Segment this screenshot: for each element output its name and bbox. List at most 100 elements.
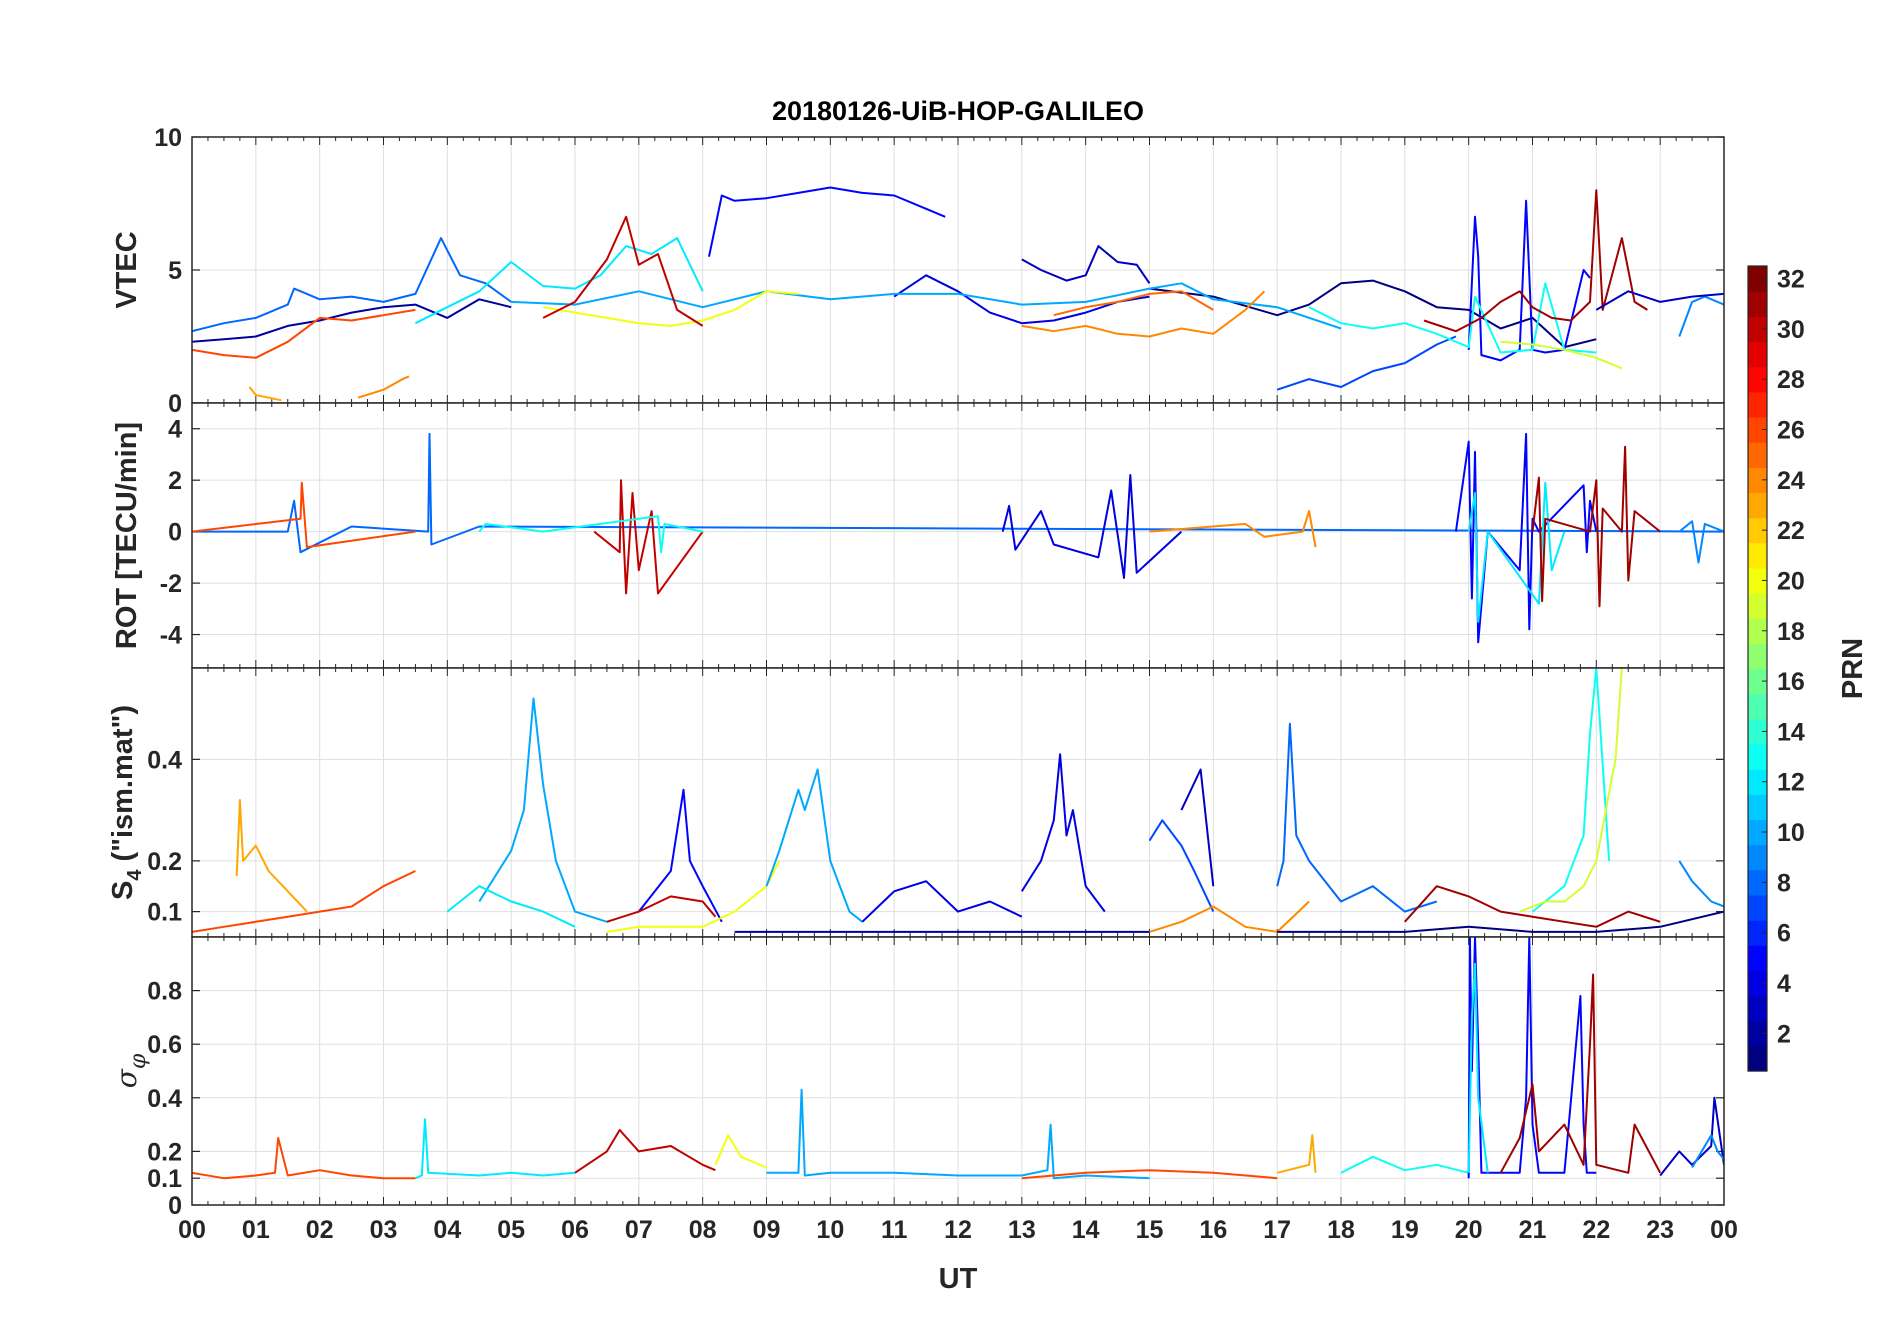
series-group — [192, 937, 1724, 1180]
panel-vtec: 0 5 10 VTEC — [111, 124, 1725, 418]
colorbar-tick-label: 16 — [1777, 668, 1805, 696]
series-line-prn-19 — [1500, 340, 1623, 370]
x-axis-label: UT — [939, 1263, 978, 1295]
panel-rot: -4 -2 0 2 4 ROT [TECU/min] — [111, 402, 1725, 669]
y-tick-label: 0 — [168, 390, 182, 418]
series-line-prn-24 — [1149, 900, 1310, 933]
series-line-prn-10 — [478, 697, 608, 923]
series-line-prn-20 — [542, 290, 799, 327]
series-line-prn-7 — [1148, 819, 1215, 913]
series-line-prn-19 — [1519, 668, 1623, 913]
y-axis-label: σφ — [110, 1053, 151, 1088]
colorbar-swatch — [1748, 266, 1767, 292]
colorbar-tick-label: 22 — [1777, 517, 1805, 545]
series-line-prn-26 — [1021, 1169, 1278, 1180]
x-tick-label: 07 — [625, 1216, 653, 1244]
y-tick-label: 0.6 — [147, 1031, 182, 1059]
x-tick-label: 03 — [370, 1216, 398, 1244]
series-line-prn-9 — [1678, 295, 1724, 337]
colorbar-swatch — [1748, 769, 1767, 795]
y-tick-label: 0.4 — [147, 1085, 182, 1113]
series-line-prn-23 — [248, 386, 282, 402]
series-line-prn-5 — [708, 186, 946, 257]
y-tick-label: 4 — [168, 416, 182, 444]
series-line-prn-2 — [192, 298, 512, 343]
x-tick-label: 22 — [1582, 1216, 1610, 1244]
colorbar-swatch — [1748, 869, 1767, 896]
series-line-prn-3 — [1595, 290, 1724, 311]
x-tick-label: 06 — [561, 1216, 589, 1244]
colorbar-swatch — [1748, 341, 1767, 368]
colorbar-tick-label: 28 — [1777, 366, 1805, 394]
colorbar-tick-label: 26 — [1777, 417, 1805, 445]
series-line-prn-4 — [861, 880, 1023, 923]
colorbar-swatch — [1748, 316, 1767, 343]
x-tick-label: 09 — [753, 1216, 781, 1244]
colorbar-swatch — [1748, 1020, 1767, 1047]
series-line-prn-24 — [1149, 510, 1317, 548]
x-tick-label: 16 — [1199, 1216, 1227, 1244]
y-tick-label: 5 — [168, 257, 182, 285]
y-tick-label: -2 — [160, 570, 182, 598]
series-line-prn-10 — [766, 1088, 1150, 1180]
colorbar-swatch — [1748, 542, 1767, 569]
colorbar-swatch — [1748, 366, 1767, 393]
series-line-prn-13 — [478, 515, 703, 554]
x-tick-label: 05 — [497, 1216, 525, 1244]
colorbar-swatch — [1748, 743, 1767, 770]
series-line-prn-4 — [1001, 474, 1183, 579]
x-tick-label: 00 — [178, 1216, 206, 1244]
colorbar-swatch — [1748, 970, 1767, 997]
colorbar-tick-label: 4 — [1777, 970, 1791, 998]
series-line-prn-31 — [1404, 885, 1661, 928]
series-line-prn-25 — [1053, 290, 1214, 317]
y-axis-label: VTEC — [111, 231, 143, 308]
colorbar-swatch — [1748, 442, 1767, 468]
y-tick-label: 0.4 — [147, 746, 182, 774]
x-tick-label: 12 — [944, 1216, 972, 1244]
series-line-prn-5 — [1467, 199, 1591, 362]
series-line-prn-9 — [1678, 860, 1724, 908]
colorbar-tick-label: 12 — [1777, 769, 1805, 797]
x-tick-label: 00 — [1710, 1216, 1738, 1244]
colorbar-swatch — [1748, 894, 1767, 921]
colorbar-swatch — [1748, 718, 1767, 745]
colorbar-swatch — [1748, 794, 1767, 821]
series-line-prn-24 — [357, 375, 410, 399]
colorbar-swatch — [1748, 416, 1767, 443]
series-line-prn-4 — [893, 274, 1150, 325]
series-line-prn-8 — [192, 432, 1724, 554]
colorbar-swatch — [1748, 819, 1767, 846]
y-tick-label: 0.2 — [147, 1138, 182, 1166]
colorbar-swatch — [1748, 618, 1767, 644]
colorbar-swatch — [1748, 844, 1767, 871]
y-tick-label: 0 — [168, 1192, 182, 1220]
y-tick-label: 0.8 — [147, 978, 182, 1006]
series-line-prn-24 — [1021, 290, 1266, 338]
x-tick-labels: 00 01 02 03 04 05 06 07 08 09 10 11 12 13 14 15 16 17 18 19… — [178, 1216, 1738, 1244]
series-line-prn-8 — [1276, 722, 1438, 913]
series-line-prn-12 — [1467, 962, 1489, 1173]
colorbar-label: PRN — [1837, 638, 1869, 699]
colorbar-tick-label: 2 — [1777, 1020, 1791, 1048]
panel-sigma: 00.10.2 0.4 0.6 0.8 σφ — [110, 936, 1725, 1220]
series-line-prn-31 — [1531, 445, 1661, 608]
series-line-prn-12 — [414, 237, 704, 325]
series-line-prn-20 — [714, 1134, 767, 1169]
series-line-prn-1 — [1277, 910, 1724, 933]
x-tick-label: 02 — [306, 1216, 334, 1244]
colorbar-swatch — [1748, 945, 1767, 971]
colorbar-swatch — [1748, 517, 1767, 544]
x-tick-label: 19 — [1391, 1216, 1419, 1244]
series-line-prn-26 — [192, 481, 416, 549]
colorbar-tick-label: 10 — [1777, 819, 1805, 847]
x-tick-label: 14 — [1072, 1216, 1100, 1244]
y-tick-label: 10 — [154, 124, 182, 152]
series-line-prn-26 — [192, 1137, 416, 1180]
colorbar-frame — [1747, 265, 1768, 1072]
series-line-prn-3 — [1021, 245, 1151, 284]
series-line-prn-4 — [1020, 753, 1106, 913]
colorbar-swatch — [1748, 567, 1767, 594]
